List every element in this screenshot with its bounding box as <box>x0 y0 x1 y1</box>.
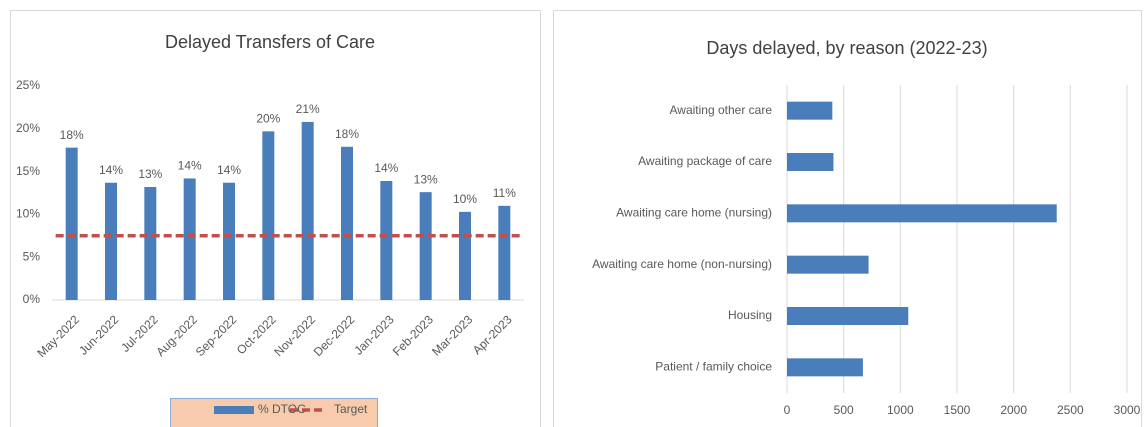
data-label: 13% <box>138 167 162 181</box>
x-tick-label: 2500 <box>1057 403 1084 417</box>
x-tick-label: 3000 <box>1114 403 1141 417</box>
y-tick-label: 20% <box>16 121 40 135</box>
data-label: 10% <box>453 192 477 206</box>
y-tick-label: 5% <box>23 249 41 263</box>
y-tick-label: Awaiting other care <box>669 103 772 117</box>
legend-swatch <box>214 406 254 414</box>
data-label: 18% <box>335 127 359 141</box>
y-tick-label: 15% <box>16 164 40 178</box>
bar <box>498 205 511 300</box>
x-tick-label: 0 <box>784 403 791 417</box>
x-tick-label: 500 <box>834 403 854 417</box>
bar <box>380 181 393 300</box>
chart-title: Days delayed, by reason (2022-23) <box>706 38 987 58</box>
legend-box <box>170 398 378 427</box>
data-label: 14% <box>217 163 241 177</box>
bar <box>787 204 1057 223</box>
x-tick-label: 1500 <box>944 403 971 417</box>
data-label: 20% <box>256 112 280 126</box>
legend-label: Target <box>334 402 368 416</box>
y-tick-label: Housing <box>728 308 772 322</box>
y-tick-label: 10% <box>16 207 40 221</box>
bar <box>105 182 117 300</box>
data-label: 14% <box>99 163 123 177</box>
bar <box>787 358 863 377</box>
bar <box>787 101 833 120</box>
legend-label: % DTOC <box>258 402 306 416</box>
y-tick-label: Awaiting care home (nursing) <box>616 206 772 220</box>
bar <box>262 131 275 300</box>
chart-title: Delayed Transfers of Care <box>165 32 375 52</box>
bar <box>787 255 869 274</box>
data-label: 21% <box>296 102 320 116</box>
bar <box>341 146 353 300</box>
left-panel <box>10 10 541 427</box>
bar <box>301 121 314 301</box>
bar <box>787 153 834 171</box>
bar <box>459 211 471 300</box>
y-tick-label: 25% <box>16 78 40 92</box>
data-label: 13% <box>414 172 438 186</box>
data-label: 14% <box>374 161 398 175</box>
data-label: 18% <box>60 128 84 142</box>
bar <box>144 187 157 300</box>
data-label: 14% <box>178 159 202 173</box>
bar <box>223 182 235 300</box>
y-tick-label: Awaiting care home (non-nursing) <box>592 257 772 271</box>
y-tick-label: Patient / family choice <box>655 360 772 374</box>
bar <box>183 178 196 300</box>
bar <box>65 147 78 300</box>
x-tick-label: 1000 <box>887 403 914 417</box>
bar <box>419 192 432 300</box>
y-tick-label: 0% <box>23 292 41 306</box>
x-tick-label: 2000 <box>1000 403 1027 417</box>
bar <box>787 307 909 325</box>
data-label: 11% <box>493 186 516 200</box>
y-tick-label: Awaiting package of care <box>638 154 772 168</box>
